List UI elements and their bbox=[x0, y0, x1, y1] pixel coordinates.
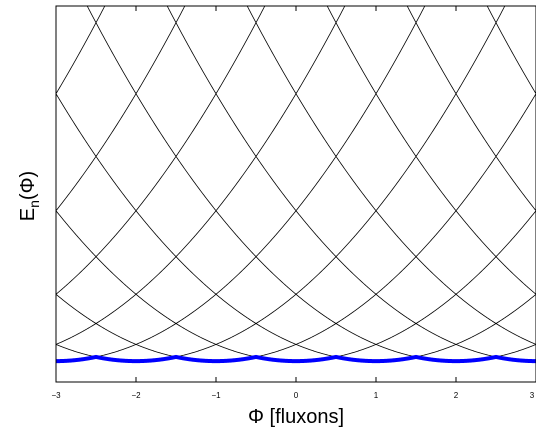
parabola-curves bbox=[56, 6, 536, 362]
y-axis-label-main: E bbox=[17, 208, 39, 221]
parabola-n0 bbox=[56, 210, 536, 362]
y-axis-label-argument: (Φ) bbox=[17, 171, 39, 200]
x-tick-label: 3 bbox=[530, 391, 535, 400]
parabola-n6 bbox=[406, 6, 536, 211]
parabola-n-4 bbox=[56, 6, 346, 345]
parabola-n1 bbox=[56, 93, 536, 362]
parabola-n5 bbox=[326, 6, 536, 295]
x-tick-label: 2 bbox=[454, 391, 459, 400]
x-tick-label: −3 bbox=[51, 391, 61, 400]
x-tick-label: 0 bbox=[294, 391, 299, 400]
parabola-n-3 bbox=[56, 6, 426, 362]
y-axis-label: En(Φ) bbox=[17, 171, 42, 221]
parabola-n3 bbox=[166, 6, 536, 362]
x-tick-label: −2 bbox=[131, 391, 141, 400]
parabola-n-5 bbox=[56, 6, 266, 295]
x-tick-label: −1 bbox=[211, 391, 221, 400]
parabola-n-2 bbox=[56, 6, 506, 362]
x-tick-label: 1 bbox=[374, 391, 379, 400]
plot-frame bbox=[55, 5, 536, 383]
ground-state-line bbox=[56, 354, 536, 364]
y-axis-label-subscript: n bbox=[26, 200, 42, 208]
x-axis-label: Φ [fluxons] bbox=[248, 406, 344, 428]
parabola-n4 bbox=[246, 6, 536, 345]
parabola-n-1 bbox=[56, 93, 536, 362]
ground-state-curve bbox=[56, 354, 536, 364]
parabola-n2 bbox=[86, 6, 536, 362]
parabola-n-6 bbox=[56, 6, 186, 211]
x-axis-ticks: −3 −2 −1 0 1 2 3 bbox=[51, 6, 536, 400]
